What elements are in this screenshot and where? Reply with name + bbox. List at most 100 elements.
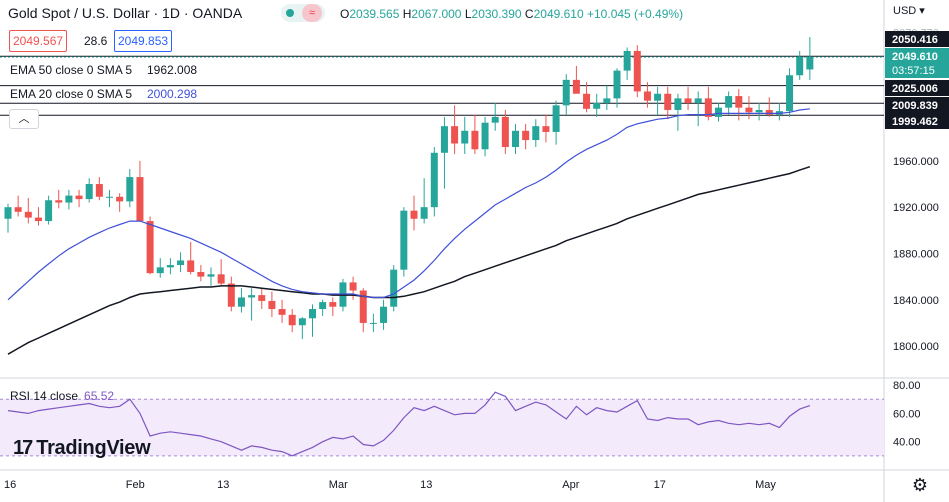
candle-body bbox=[745, 107, 753, 113]
rsi-tick-label: 60.00 bbox=[893, 408, 921, 420]
high-label: H bbox=[402, 7, 412, 21]
candle-body bbox=[136, 177, 144, 222]
buy-button[interactable]: 2049.853 bbox=[114, 30, 173, 52]
candle-body bbox=[390, 269, 398, 307]
candle-body bbox=[298, 318, 306, 326]
candle-body bbox=[329, 302, 337, 307]
rsi-overbought-oversold-band bbox=[0, 399, 884, 456]
price-tick-label: 1800.000 bbox=[893, 341, 939, 353]
countdown-timer: 03:57:15 bbox=[892, 65, 935, 77]
market-open-dot bbox=[286, 9, 294, 17]
candle-body bbox=[613, 70, 621, 99]
candle-body bbox=[593, 103, 601, 109]
candle-body bbox=[664, 93, 672, 110]
chevron-up-icon: ︿ bbox=[18, 113, 30, 125]
candle-body bbox=[654, 93, 662, 101]
rsi-legend[interactable]: RSI 14 close 65.52 bbox=[10, 389, 114, 403]
currency-label: USD bbox=[893, 5, 917, 17]
price-level-lines bbox=[0, 55, 884, 457]
candle-body bbox=[126, 177, 134, 202]
candlestick-series bbox=[4, 37, 814, 340]
candle-body bbox=[420, 207, 428, 219]
sell-button[interactable]: 2049.567 bbox=[9, 30, 68, 52]
open-value: 2039.565 bbox=[349, 7, 400, 21]
candle-body bbox=[258, 295, 266, 301]
tradingview-logo-mark: 17 bbox=[13, 437, 33, 459]
currency-selector[interactable]: USD ▾ bbox=[893, 4, 925, 17]
candle-body bbox=[704, 98, 712, 117]
gear-icon[interactable]: ⚙ bbox=[911, 475, 929, 495]
candle-body bbox=[369, 322, 377, 324]
price-tick-label: 1960.000 bbox=[893, 156, 939, 168]
candle-body bbox=[55, 200, 63, 203]
candle-body bbox=[583, 93, 591, 109]
candle-body bbox=[765, 109, 773, 115]
candle-body bbox=[572, 79, 580, 94]
high-value: 2067.000 bbox=[411, 7, 462, 21]
candle-body bbox=[623, 50, 631, 71]
candle-body bbox=[796, 56, 804, 76]
candle-body bbox=[278, 309, 286, 315]
candle-body bbox=[522, 130, 530, 141]
candle-body bbox=[156, 267, 164, 274]
buy-price: 2049.853 bbox=[118, 34, 169, 48]
wave-icon: ≈ bbox=[302, 4, 322, 22]
time-tick-label: Feb bbox=[126, 479, 145, 491]
candle-body bbox=[715, 107, 722, 117]
candle-body bbox=[106, 196, 113, 198]
close-value: 2049.610 bbox=[533, 7, 584, 21]
candle-body bbox=[410, 210, 418, 219]
candle-body bbox=[248, 295, 256, 298]
candle-body bbox=[532, 126, 540, 141]
price-level-tag bbox=[885, 31, 949, 47]
candle-body bbox=[146, 221, 154, 274]
time-tick-label: 13 bbox=[420, 479, 432, 491]
ema20-line bbox=[7, 108, 810, 301]
candle-body bbox=[85, 184, 93, 200]
candle-body bbox=[309, 309, 316, 319]
collapse-legend-button[interactable]: ︿ bbox=[9, 109, 39, 129]
candle-body bbox=[217, 274, 225, 284]
time-tick-label: 13 bbox=[217, 479, 229, 491]
rsi-line bbox=[7, 391, 811, 457]
candle-body bbox=[166, 265, 174, 268]
candle-body bbox=[319, 302, 327, 310]
price-level-value: 2049.610 bbox=[892, 51, 938, 63]
rsi-tick-label: 40.00 bbox=[893, 437, 921, 449]
status-badge[interactable]: ≈ bbox=[281, 4, 325, 22]
price-level-labels: 2050.416 2049.610 03:57:15 2025.006 2009.839… bbox=[885, 31, 949, 129]
price-tick-label: 1880.000 bbox=[893, 248, 939, 260]
time-tick-label: Apr bbox=[562, 479, 579, 491]
price-level-value: 2009.839 bbox=[892, 100, 938, 112]
candle-body bbox=[684, 98, 692, 104]
tradingview-logo-text: TradingView bbox=[36, 437, 151, 459]
price-level-tag bbox=[885, 80, 949, 96]
candle-body bbox=[786, 75, 794, 112]
symbol-title[interactable]: Gold Spot / U.S. Dollar · 1D · OANDA bbox=[8, 5, 243, 21]
tradingview-logo[interactable]: 17 TradingView bbox=[13, 437, 151, 463]
candle-body bbox=[227, 283, 235, 307]
candle-body bbox=[694, 98, 702, 104]
time-tick-label: 16 bbox=[4, 479, 16, 491]
candle-body bbox=[542, 126, 550, 132]
candle-body bbox=[430, 152, 438, 208]
candle-body bbox=[501, 116, 509, 147]
candle-body bbox=[34, 217, 42, 222]
ema20-value: 2000.298 bbox=[147, 87, 198, 101]
candle-body bbox=[116, 196, 124, 202]
candle-body bbox=[288, 314, 296, 326]
ema50-line bbox=[7, 165, 811, 355]
candle-body bbox=[725, 96, 733, 108]
candle-body bbox=[45, 200, 53, 222]
rsi-tick-label: 80.00 bbox=[893, 380, 921, 392]
candle-body bbox=[14, 207, 22, 212]
candle-body bbox=[471, 130, 479, 150]
candle-body bbox=[177, 260, 185, 266]
ema50-legend[interactable]: EMA 50 close 0 SMA 5 1962.008 bbox=[10, 63, 197, 77]
candle-body bbox=[562, 79, 570, 106]
candle-body bbox=[512, 130, 519, 147]
ema20-legend[interactable]: EMA 20 close 0 SMA 5 2000.298 bbox=[10, 87, 197, 101]
ema50-label: EMA 50 close 0 SMA 5 bbox=[10, 63, 133, 77]
candle-body bbox=[237, 297, 245, 307]
ema50-value: 1962.008 bbox=[147, 63, 198, 77]
